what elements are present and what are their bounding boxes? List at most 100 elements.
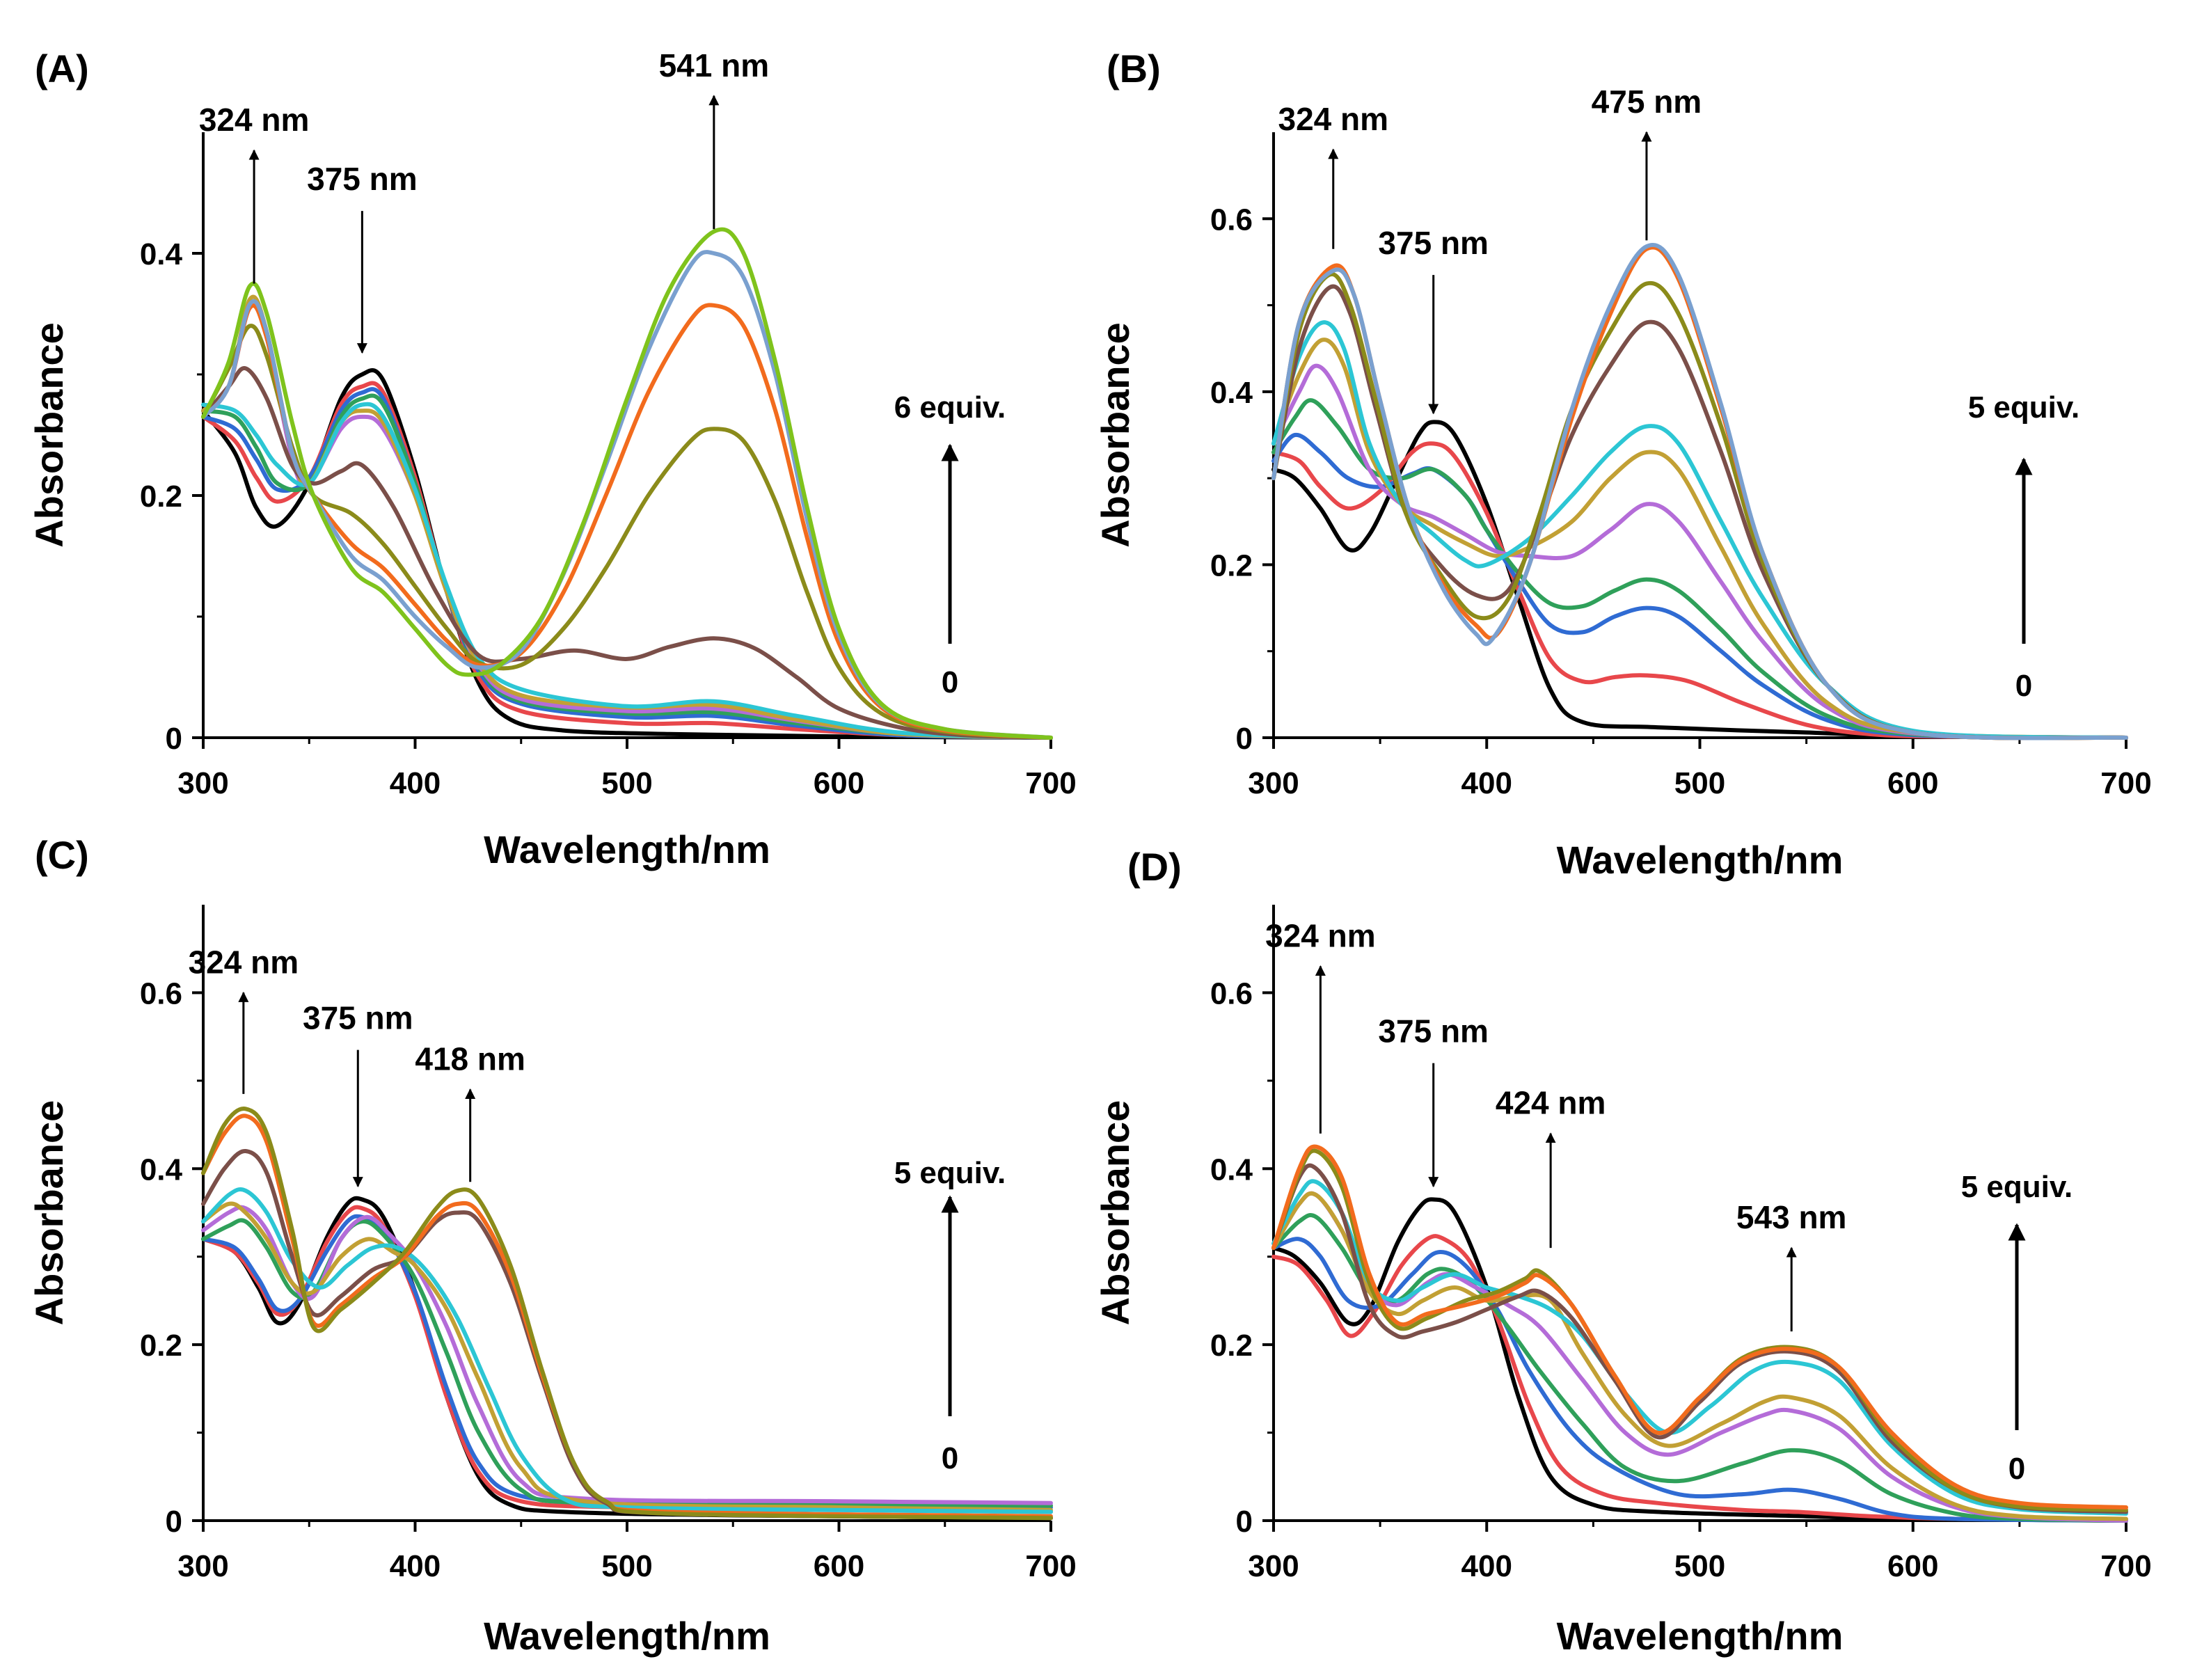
- spectrum-line-0: [1271, 420, 2128, 740]
- y-tick-label: 0.4: [140, 237, 183, 271]
- x-tick-label: 700: [1025, 1549, 1076, 1583]
- y-tick-label: 0.4: [140, 1152, 183, 1187]
- y-tick-label: 0.6: [1210, 203, 1253, 237]
- spectrum-line-1: [1271, 432, 2128, 740]
- spectrum-line-3.5: [1271, 284, 2128, 740]
- panel-c: (C) 300 400 500 600 700 0 0.2 0.4 0.6 Wavelength/n…: [27, 833, 1077, 1658]
- y-tick-label: 0.4: [1210, 376, 1253, 410]
- x-tick-label: 400: [1461, 766, 1512, 800]
- spectrum-line-2: [1271, 1191, 2128, 1523]
- titration-start-label: 0: [942, 1441, 958, 1475]
- titration-start-label: 0: [2015, 669, 2032, 703]
- spectrum-line-2: [1271, 363, 2128, 740]
- spectrum-line-4: [1271, 1148, 2128, 1512]
- series-group: [1271, 1144, 2128, 1523]
- series-group: [201, 1107, 1053, 1521]
- spectrum-line-2.5: [1271, 338, 2128, 740]
- peak-annotation: 375 nm: [307, 161, 418, 197]
- spectrum-line-4: [201, 1149, 1053, 1521]
- x-tick-label: 500: [1674, 766, 1725, 800]
- spectrum-line-5: [201, 1107, 1053, 1521]
- x-tick-label: 700: [2100, 766, 2151, 800]
- x-tick-label: 500: [601, 1549, 652, 1583]
- y-tick-label: 0.2: [1210, 548, 1253, 583]
- spectrum-line-2.5: [201, 1201, 1053, 1512]
- peak-annotation: 324 nm: [189, 944, 299, 980]
- panel-label: (B): [1107, 47, 1161, 90]
- spectrum-line-0.5: [201, 1205, 1053, 1514]
- peak-annotation: 375 nm: [1378, 1013, 1489, 1049]
- y-tick-label: 0: [166, 722, 182, 756]
- x-tick-label: 400: [390, 766, 441, 800]
- x-axis-title: Wavelength/nm: [484, 827, 770, 871]
- x-tick-label: 600: [1887, 1549, 1938, 1583]
- spectrum-line-0: [1271, 1197, 2128, 1523]
- spectrum-line-3: [1271, 320, 2128, 740]
- x-tick-label: 400: [1461, 1549, 1512, 1583]
- spectrum-line-5: [1271, 1144, 2128, 1509]
- x-tick-label: 300: [1248, 1549, 1299, 1583]
- panel-d: (D) 300 400 500 600 700 0 0.2 0.4 0.6 Wavelength/n…: [1093, 845, 2152, 1658]
- x-tick-label: 700: [1025, 766, 1076, 800]
- peak-annotation: 324 nm: [1265, 918, 1376, 954]
- peak-annotation: 375 nm: [303, 1000, 413, 1036]
- titration-end-label: 5 equiv.: [1961, 1170, 2073, 1204]
- titration-start-label: 0: [942, 665, 958, 699]
- panel-label: (A): [35, 47, 89, 90]
- y-tick-label: 0.6: [140, 976, 182, 1011]
- spectrum-line-2: [201, 1205, 1053, 1505]
- x-tick-label: 600: [1887, 766, 1938, 800]
- y-tick-label: 0.2: [140, 1329, 182, 1363]
- peak-annotation: 324 nm: [1278, 101, 1388, 137]
- x-tick-label: 500: [1674, 1549, 1725, 1583]
- spectrum-line-5: [1271, 242, 2128, 740]
- panel-label: (C): [35, 833, 89, 877]
- x-tick-label: 600: [814, 1549, 864, 1583]
- x-tick-label: 700: [2100, 1549, 2151, 1583]
- y-tick-label: 0: [1236, 1505, 1253, 1539]
- spectrum-line-2.5: [1271, 1191, 2128, 1521]
- series-group: [201, 227, 1053, 740]
- peak-annotation: 475 nm: [1592, 84, 1702, 120]
- spectrum-line-0.5: [1271, 1234, 2128, 1523]
- x-axis-title: Wavelength/nm: [484, 1614, 770, 1658]
- peak-annotation: 418 nm: [415, 1041, 525, 1077]
- y-tick-label: 0.4: [1210, 1152, 1253, 1187]
- x-tick-label: 300: [1248, 766, 1299, 800]
- titration-end-label: 6 equiv.: [894, 390, 1006, 425]
- spectrum-line-6: [201, 227, 1053, 740]
- peak-annotation: 543 nm: [1736, 1199, 1847, 1235]
- x-axis-title: Wavelength/nm: [1557, 838, 1844, 882]
- spectrum-line-3.5: [1271, 1163, 2128, 1514]
- spectrum-line-1: [1271, 1237, 2128, 1523]
- spectrum-line-1.5: [1271, 398, 2128, 740]
- y-axis-title: Absorbance: [27, 1100, 71, 1326]
- spectrum-line-1.5: [1271, 1213, 2128, 1523]
- panel-a: (A) 300 400 500 600 700 0 0.2 0.4 Wavelength/nm Ab…: [27, 47, 1077, 871]
- titration-end-label: 5 equiv.: [894, 1156, 1006, 1190]
- y-axis-title: Absorbance: [1093, 322, 1137, 548]
- titration-start-label: 0: [2008, 1452, 2025, 1486]
- y-tick-label: 0.2: [140, 480, 182, 514]
- y-axis-title: Absorbance: [1093, 1100, 1137, 1326]
- peak-annotation: 541 nm: [659, 47, 770, 84]
- x-tick-label: 500: [601, 766, 652, 800]
- spectrum-line-5: [201, 250, 1053, 740]
- x-tick-label: 300: [177, 766, 228, 800]
- spectrum-line-0.5: [1271, 441, 2128, 740]
- titration-end-label: 5 equiv.: [1968, 390, 2080, 425]
- peak-annotation: 324 nm: [199, 102, 310, 138]
- spectrum-line-3: [201, 402, 1053, 740]
- y-tick-label: 0.2: [1210, 1329, 1253, 1363]
- panel-label: (D): [1127, 845, 1182, 889]
- peak-annotation: 375 nm: [1378, 225, 1489, 261]
- spectrum-line-3: [201, 1187, 1053, 1514]
- peak-annotation: 424 nm: [1496, 1085, 1606, 1121]
- x-tick-label: 300: [177, 1549, 228, 1583]
- panel-b: (B) 300 400 500 600 700 0 0.2 0.4 0.6 Wavelength/n…: [1093, 47, 2152, 882]
- y-tick-label: 0: [166, 1505, 182, 1539]
- x-tick-label: 600: [814, 766, 864, 800]
- series-group: [1271, 242, 2128, 740]
- x-axis-title: Wavelength/nm: [1557, 1614, 1844, 1658]
